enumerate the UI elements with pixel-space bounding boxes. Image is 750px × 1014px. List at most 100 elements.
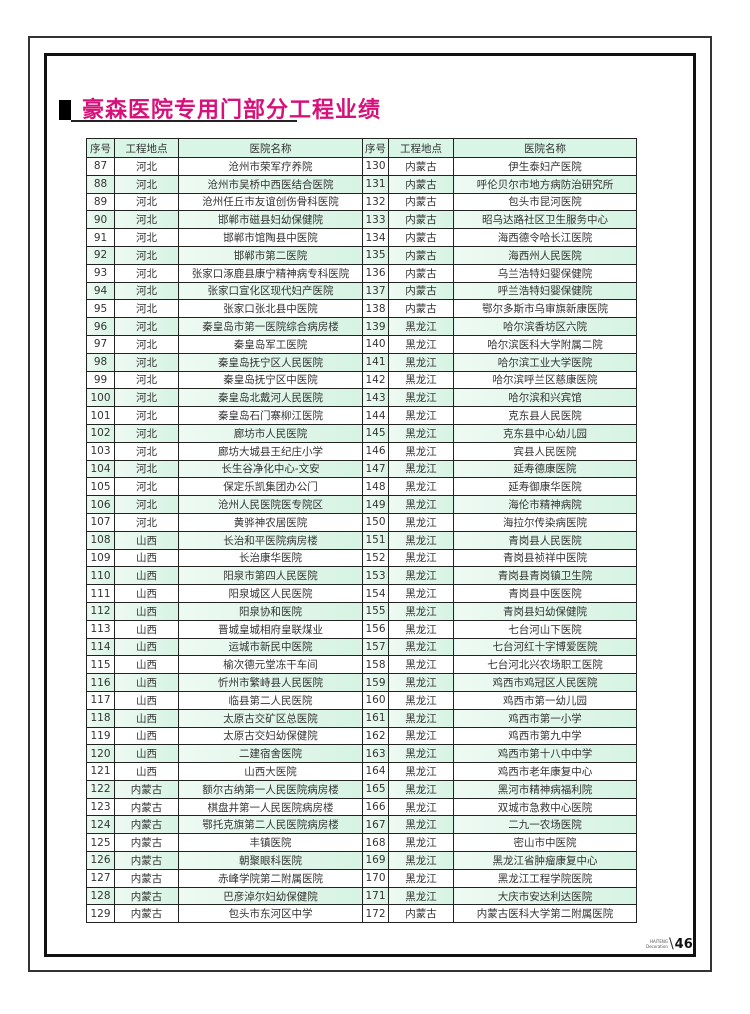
- row-index: 123: [86, 797, 115, 817]
- table-row: 95 河北 张家口张北县中医院 138 内蒙古 鄂尔多斯市乌审旗新康医院: [86, 299, 637, 319]
- row-hospital: 邯郸市磁县妇幼保健院: [178, 210, 363, 230]
- row-location: 黑龙江: [388, 673, 454, 692]
- row-index: 122: [86, 779, 115, 799]
- row-index: 96: [86, 317, 115, 336]
- row-index: 133: [362, 210, 389, 230]
- row-hospital: 忻州市繁峙县人民医院: [178, 673, 363, 692]
- row-location: 黑龙江: [388, 548, 454, 568]
- row-location: 黑龙江: [388, 512, 454, 532]
- row-index: 172: [362, 904, 389, 924]
- row-hospital: 秦皇岛军工医院: [178, 334, 363, 354]
- table-row: 98 河北 秦皇岛抚宁区人民医院 141 黑龙江 哈尔滨工业大学医院: [86, 352, 637, 372]
- row-index: 106: [86, 495, 115, 514]
- page-footer: HAITENG Decoration \ 46: [646, 936, 693, 952]
- row-hospital: 哈尔滨医科大学附属二院: [453, 334, 637, 354]
- row-location: 黑龙江: [388, 797, 454, 817]
- row-location: 山西: [114, 548, 179, 568]
- row-hospital: 巴彦淖尔妇幼保健院: [178, 886, 363, 906]
- row-hospital: 黑龙江工程学院医院: [453, 868, 637, 888]
- row-location: 黑龙江: [388, 762, 454, 781]
- row-hospital: 榆次德元堂冻干车间: [178, 655, 363, 675]
- row-location: 山西: [114, 690, 179, 710]
- row-location: 内蒙古: [388, 174, 454, 194]
- row-hospital: 克东县人民医院: [453, 406, 637, 425]
- row-hospital: 阳泉市第四人民医院: [178, 566, 363, 586]
- row-hospital: 青岗县人民医院: [453, 530, 637, 550]
- row-location: 山西: [114, 619, 179, 639]
- row-hospital: 沧州人民医院医专院区: [178, 495, 363, 514]
- row-location: 内蒙古: [388, 210, 454, 230]
- row-hospital: 哈尔滨香坊区六院: [453, 317, 637, 336]
- table-row: 106 河北 沧州人民医院医专院区 149 黑龙江 海伦市精神病院: [86, 495, 637, 514]
- row-index: 101: [86, 406, 115, 425]
- row-location: 内蒙古: [114, 851, 179, 870]
- row-index: 99: [86, 370, 115, 390]
- row-location: 山西: [114, 673, 179, 692]
- row-location: 山西: [114, 744, 179, 764]
- row-hospital: 鄂尔多斯市乌审旗新康医院: [453, 299, 637, 319]
- row-index: 171: [362, 886, 389, 906]
- table-row: 119 山西 太原古交妇幼保健院 162 黑龙江 鸡西市第九中学: [86, 726, 637, 746]
- row-location: 山西: [114, 708, 179, 728]
- table-row: 93 河北 张家口涿鹿县康宁精神病专科医院 136 内蒙古 乌兰浩特妇婴保健院: [86, 263, 637, 283]
- row-hospital: 朝聚眼科医院: [178, 851, 363, 870]
- row-index: 136: [362, 263, 389, 283]
- row-location: 河北: [114, 459, 179, 479]
- row-hospital: 长治康华医院: [178, 548, 363, 568]
- table-row: 105 河北 保定乐凯集团办公门 148 黑龙江 延寿御康华医院: [86, 477, 637, 497]
- row-hospital: 运城市新民中医院: [178, 637, 363, 657]
- row-location: 内蒙古: [388, 281, 454, 301]
- row-hospital: 大庆市安达利达医院: [453, 886, 637, 906]
- row-hospital: 鸡西市老年康复中心: [453, 762, 637, 781]
- row-index: 104: [86, 459, 115, 479]
- row-hospital: 哈尔滨呼兰区慈康医院: [453, 370, 637, 390]
- row-index: 93: [86, 263, 115, 283]
- row-index: 89: [86, 192, 115, 212]
- row-index: 108: [86, 530, 115, 550]
- row-location: 河北: [114, 477, 179, 497]
- row-index: 167: [362, 815, 389, 835]
- title-underline: [71, 120, 297, 122]
- row-location: 内蒙古: [114, 868, 179, 888]
- row-index: 147: [362, 459, 389, 479]
- table-row: 126 内蒙古 朝聚眼科医院 169 黑龙江 黑龙江省肿瘤康复中心: [86, 851, 637, 870]
- row-location: 内蒙古: [114, 833, 179, 853]
- slash-divider: \: [668, 936, 674, 952]
- row-index: 129: [86, 904, 115, 924]
- table-row: 118 山西 太原古交矿区总医院 161 黑龙江 鸡西市第一小学: [86, 708, 637, 728]
- row-hospital: 鸡西市第九中学: [453, 726, 637, 746]
- row-hospital: 邯郸市馆陶县中医院: [178, 228, 363, 247]
- row-location: 河北: [114, 228, 179, 247]
- row-location: 山西: [114, 655, 179, 675]
- row-index: 97: [86, 334, 115, 354]
- row-index: 145: [362, 423, 389, 443]
- col-header-index: 序号: [362, 138, 389, 158]
- row-hospital: 宾县人民医院: [453, 441, 637, 461]
- row-location: 内蒙古: [114, 886, 179, 906]
- row-location: 黑龙江: [388, 459, 454, 479]
- row-location: 河北: [114, 423, 179, 443]
- row-index: 116: [86, 673, 115, 692]
- table-row: 97 河北 秦皇岛军工医院 140 黑龙江 哈尔滨医科大学附属二院: [86, 334, 637, 354]
- row-location: 河北: [114, 512, 179, 532]
- row-location: 内蒙古: [388, 263, 454, 283]
- row-index: 117: [86, 690, 115, 710]
- row-hospital: 张家口张北县中医院: [178, 299, 363, 319]
- row-hospital: 克东县中心幼儿园: [453, 423, 637, 443]
- row-index: 115: [86, 655, 115, 675]
- row-hospital: 七台河山下医院: [453, 619, 637, 639]
- col-header-index: 序号: [86, 138, 115, 158]
- row-hospital: 七台河红十字博爱医院: [453, 637, 637, 657]
- row-hospital: 阳泉协和医院: [178, 601, 363, 621]
- row-location: 山西: [114, 762, 179, 781]
- row-location: 内蒙古: [388, 228, 454, 247]
- row-hospital: 长生谷净化中心-文安: [178, 459, 363, 479]
- table-row: 101 河北 秦皇岛石门寨柳江医院 144 黑龙江 克东县人民医院: [86, 406, 637, 425]
- row-hospital: 鸡西市第一幼儿园: [453, 690, 637, 710]
- row-hospital: 太原古交妇幼保健院: [178, 726, 363, 746]
- row-index: 168: [362, 833, 389, 853]
- row-location: 黑龙江: [388, 851, 454, 870]
- row-location: 内蒙古: [388, 157, 454, 176]
- row-hospital: 秦皇岛抚宁区人民医院: [178, 352, 363, 372]
- row-index: 110: [86, 566, 115, 586]
